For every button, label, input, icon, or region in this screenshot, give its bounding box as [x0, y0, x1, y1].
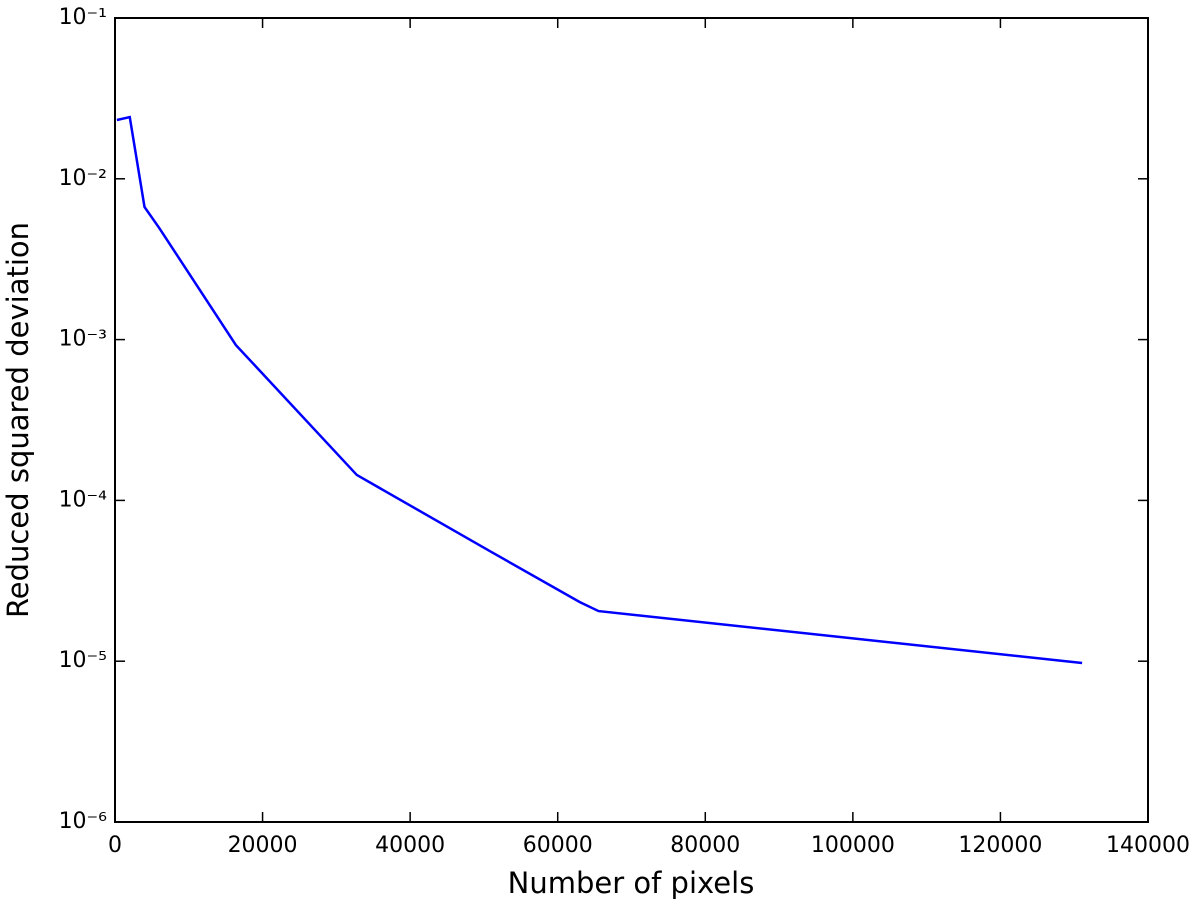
data-line — [116, 115, 1083, 665]
y-axis-label: Reduced squared deviation — [1, 222, 35, 618]
x-tick-label: 60000 — [523, 833, 593, 858]
y-tick-label: 10⁻⁴ — [59, 487, 108, 512]
y-tick-label: 10⁻² — [59, 166, 107, 191]
y-tick-label: 10⁻⁶ — [59, 809, 108, 834]
y-tick-label: 10⁻³ — [59, 327, 107, 352]
y-tick-label: 10⁻⁵ — [59, 648, 107, 673]
x-tick-label: 120000 — [958, 833, 1042, 858]
x-tick-label: 0 — [108, 833, 122, 858]
y-tick-label: 10⁻¹ — [59, 5, 107, 30]
x-tick-label: 40000 — [375, 833, 445, 858]
x-tick-label: 20000 — [228, 833, 298, 858]
x-tick-label: 80000 — [670, 833, 740, 858]
x-axis-label: Number of pixels — [508, 866, 755, 900]
x-tick-label: 100000 — [811, 833, 895, 858]
plot-frame — [114, 17, 1149, 823]
x-tick-label: 140000 — [1106, 833, 1190, 858]
